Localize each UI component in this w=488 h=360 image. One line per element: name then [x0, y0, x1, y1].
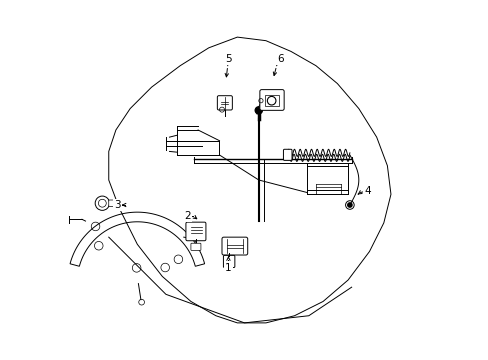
FancyBboxPatch shape: [223, 255, 234, 267]
Bar: [264, 95, 278, 107]
FancyBboxPatch shape: [185, 222, 205, 241]
FancyBboxPatch shape: [283, 149, 291, 160]
Text: 3: 3: [114, 200, 121, 210]
FancyBboxPatch shape: [190, 243, 201, 250]
FancyBboxPatch shape: [222, 237, 247, 255]
Text: 4: 4: [364, 186, 370, 196]
FancyBboxPatch shape: [217, 96, 232, 110]
Text: 5: 5: [224, 54, 231, 64]
Circle shape: [255, 107, 262, 114]
Text: 1: 1: [224, 262, 231, 273]
Text: 6: 6: [276, 54, 283, 64]
FancyBboxPatch shape: [259, 90, 284, 111]
Circle shape: [347, 203, 351, 207]
Text: 2: 2: [183, 211, 190, 221]
FancyBboxPatch shape: [108, 200, 116, 206]
